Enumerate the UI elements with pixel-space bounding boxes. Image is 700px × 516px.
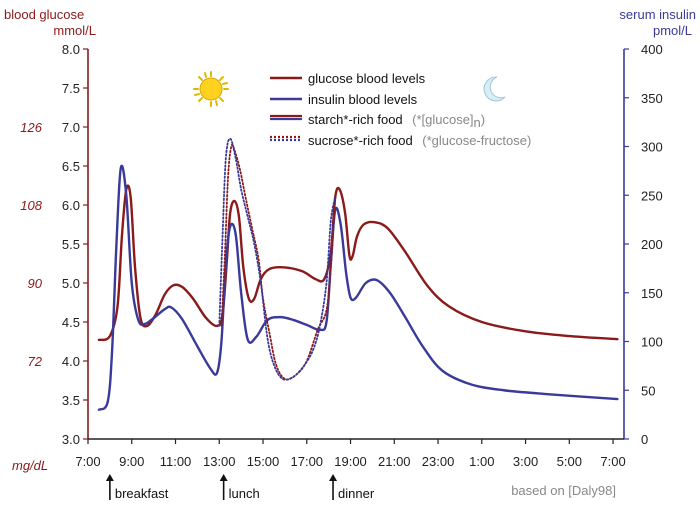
mgdl-unit-label: mg/dL: [12, 458, 48, 473]
left-axis-title-2: mmol/L: [53, 23, 96, 38]
right-tick-label: 300: [641, 140, 663, 155]
legend-starch-note-sub: n: [474, 115, 481, 130]
legend-starch-note: (*[glucose]: [412, 112, 473, 127]
left-tick-label: 4.5: [62, 315, 80, 330]
x-axis-ticks: 7:00 9:00 11:00 13:00 15:00 17:00 19:00 21:00 23…: [75, 439, 626, 469]
left-tick-label: 4.0: [62, 354, 80, 369]
right-tick-label: 100: [641, 335, 663, 350]
meal-markers: breakfast lunch dinner: [105, 474, 375, 501]
legend-insulin-label: insulin blood levels: [308, 92, 418, 107]
meal-label: dinner: [338, 486, 375, 501]
left-tick-label: 5.0: [62, 276, 80, 291]
right-tick-label: 250: [641, 188, 663, 203]
x-tick-label: 5:00: [557, 454, 582, 469]
right-tick-label: 150: [641, 286, 663, 301]
right-tick-label: 350: [641, 91, 663, 106]
right-tick-label: 50: [641, 383, 655, 398]
legend-starch-text: starch*-rich food (*[glucose]n): [308, 111, 485, 130]
left-tick-label: 5.5: [62, 237, 80, 252]
legend: glucose blood levels insulin blood level…: [270, 71, 531, 149]
left-tick-label: 7.0: [62, 120, 80, 135]
legend-starch-note-end: ): [481, 112, 485, 127]
left-tick-label: 3.0: [62, 432, 80, 447]
right-tick-label: 0: [641, 432, 648, 447]
legend-glucose-label: glucose blood levels: [308, 71, 426, 86]
x-tick-label: 3:00: [513, 454, 538, 469]
starch-food-series-line: [220, 143, 337, 381]
meal-arrow-head: [329, 474, 338, 481]
left-tick-label: 8.0: [62, 42, 80, 57]
right-tick-label: 400: [641, 42, 663, 57]
x-tick-label: 7:00: [600, 454, 625, 469]
meal-arrow-head: [219, 474, 228, 481]
glucose-series-line: [97, 184, 619, 342]
x-tick-label: 23:00: [422, 454, 455, 469]
legend-sucrose-note: (*glucose-fructose): [422, 133, 531, 148]
left-tick-label: 6.5: [62, 159, 80, 174]
x-tick-label: 15:00: [247, 454, 280, 469]
left-axis-ticks: 3.0 3.5 4.0 4.5 5.0 5.5 6.0 6.5 7.0 7.5 8.0: [62, 42, 88, 447]
right-axis-title-1: serum insulin: [619, 7, 696, 22]
legend-starch-label: starch*-rich food: [308, 112, 403, 127]
x-tick-label: 1:00: [469, 454, 494, 469]
right-tick-label: 200: [641, 237, 663, 252]
dinner-marker: dinner: [329, 474, 375, 501]
sucrose-food-series-line: [218, 137, 337, 381]
x-tick-label: 13:00: [203, 454, 236, 469]
mgdl-tick-label: 108: [20, 198, 42, 213]
mgdl-tick-label: 72: [28, 354, 43, 369]
breakfast-marker: breakfast: [105, 474, 169, 501]
mgdl-tick-label: 126: [20, 120, 42, 135]
x-tick-label: 11:00: [160, 454, 192, 469]
left-axis-title-1: blood glucose: [4, 7, 84, 22]
sun-icon: [193, 71, 229, 107]
right-axis-title-2: pmol/L: [653, 23, 692, 38]
insulin-series-line: [97, 164, 619, 411]
source-note: based on [Daly98]: [511, 483, 616, 498]
legend-sucrose-text: sucrose*-rich food (*glucose-fructose): [308, 132, 531, 149]
moon-icon: [483, 76, 506, 102]
series-layer: [97, 137, 619, 411]
right-axis-ticks: 0 50 100 150 200 250 300 350 400: [624, 42, 663, 447]
lunch-marker: lunch: [219, 474, 260, 501]
meal-label: lunch: [229, 486, 260, 501]
left-tick-label: 6.0: [62, 198, 80, 213]
x-tick-label: 19:00: [334, 454, 367, 469]
meal-label: breakfast: [115, 486, 169, 501]
x-tick-label: 17:00: [291, 454, 324, 469]
meal-arrow-head: [105, 474, 114, 481]
x-tick-label: 9:00: [119, 454, 144, 469]
x-tick-label: 21:00: [378, 454, 411, 469]
left-tick-label: 3.5: [62, 393, 80, 408]
legend-sucrose-label: sucrose*-rich food: [308, 133, 413, 148]
left-tick-label: 7.5: [62, 81, 80, 96]
mgdl-axis-ticks: 72 90 108 126: [20, 120, 42, 369]
x-tick-label: 7:00: [75, 454, 100, 469]
mgdl-tick-label: 90: [28, 276, 43, 291]
